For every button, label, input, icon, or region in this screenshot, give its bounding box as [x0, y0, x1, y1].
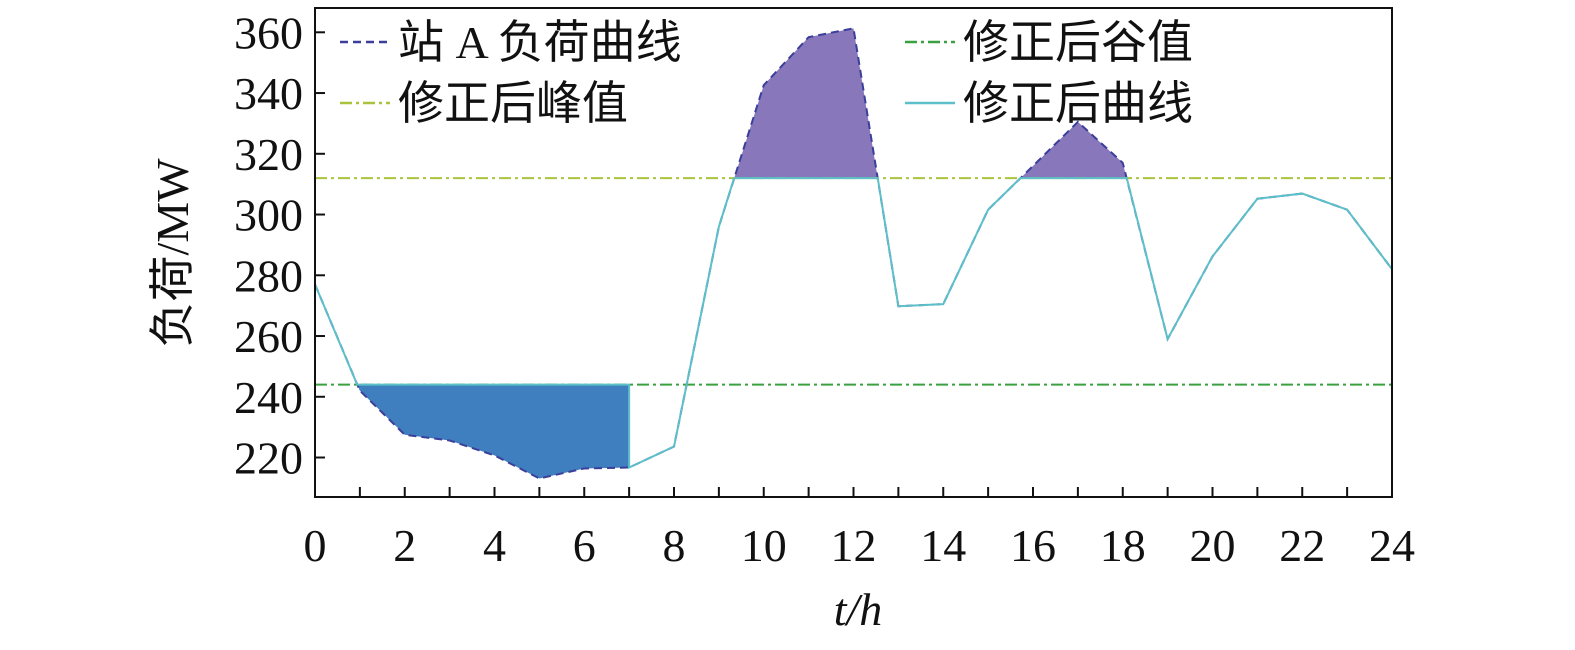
x-tick-label: 14	[920, 520, 966, 571]
legend-label: 站 A 负荷曲线	[398, 17, 682, 68]
y-tick-label: 340	[234, 68, 303, 119]
x-tick-label: 20	[1190, 520, 1236, 571]
legend-label: 修正后谷值	[963, 17, 1193, 68]
y-tick-label: 360	[234, 7, 303, 58]
x-tick-label: 6	[573, 520, 596, 571]
y-tick-label: 220	[234, 433, 303, 484]
legend-label: 修正后曲线	[963, 78, 1193, 129]
x-tick-label: 0	[304, 520, 327, 571]
y-axis-label: 负荷/MW	[147, 158, 198, 348]
y-tick-label: 300	[234, 190, 303, 241]
legend-label: 修正后峰值	[398, 78, 628, 129]
y-tick-label: 260	[234, 311, 303, 362]
x-tick-label: 12	[831, 520, 877, 571]
y-tick-label: 240	[234, 372, 303, 423]
x-tick-label: 2	[393, 520, 416, 571]
y-tick-label: 280	[234, 250, 303, 301]
valley-filling-area	[357, 384, 630, 479]
x-tick-label: 22	[1279, 520, 1325, 571]
x-axis-label: t/h	[834, 584, 883, 635]
peak-shaving-area	[734, 28, 878, 179]
x-tick-label: 10	[741, 520, 787, 571]
x-tick-label: 4	[483, 520, 506, 571]
x-tick-label: 24	[1369, 520, 1415, 571]
x-tick-label: 8	[663, 520, 686, 571]
peak-shaving-area	[1020, 121, 1127, 179]
x-tick-label: 18	[1100, 520, 1146, 571]
series-line	[314, 177, 1393, 470]
x-tick-label: 16	[1010, 520, 1056, 571]
y-tick-label: 320	[234, 129, 303, 180]
